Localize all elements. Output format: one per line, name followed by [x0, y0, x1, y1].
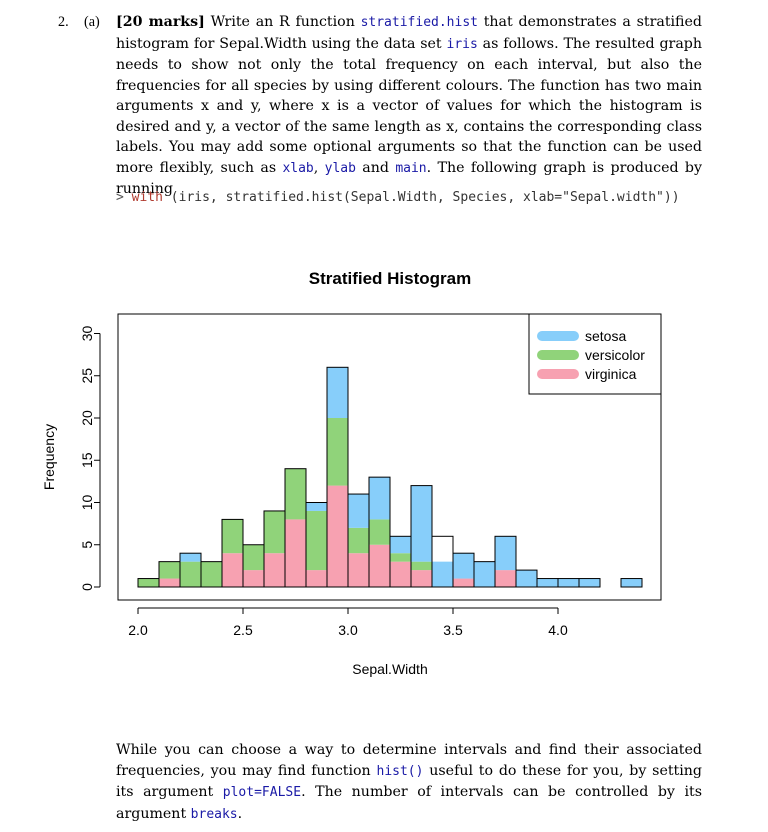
text-run: . [237, 805, 243, 822]
bar-setosa [390, 536, 411, 554]
command-args: (iris, stratified.hist(Sepal.Width, Spec… [162, 190, 680, 205]
r-command: > with (iris, stratified.hist(Sepal.Widt… [116, 190, 680, 205]
chart-title: Stratified Histogram [309, 269, 471, 288]
bar-versicolor [411, 561, 432, 571]
x-tick-label: 2.0 [128, 622, 148, 638]
bar-setosa [348, 494, 369, 528]
question-text: [20 marks] Write an R function stratifie… [116, 12, 702, 200]
bar-versicolor [285, 468, 306, 520]
y-tick-label: 25 [79, 368, 95, 384]
inline-code: ylab [324, 160, 356, 176]
bar-setosa [432, 561, 453, 587]
marks-label: [20 marks] [116, 14, 205, 30]
bar-setosa [537, 578, 558, 587]
text-run: Write an R function [210, 14, 361, 30]
bar-total-outline [620, 578, 643, 588]
bar-total-outline [494, 535, 517, 588]
text-run: useful to do these for you, by setting i… [116, 762, 703, 801]
bar-virginica [159, 578, 180, 587]
bar-total-outline [578, 578, 601, 588]
bar-versicolor [243, 544, 264, 571]
legend-label-virginica: virginica [585, 366, 637, 382]
bar-virginica [348, 553, 369, 587]
bar-setosa [474, 561, 495, 587]
bar-virginica [306, 570, 327, 587]
inline-code: xlab [282, 160, 314, 176]
inline-code: iris [446, 36, 478, 52]
bar-virginica [264, 553, 285, 587]
bar-versicolor [327, 418, 348, 486]
bar-virginica [285, 519, 306, 587]
y-tick-label: 30 [79, 326, 95, 342]
x-tick-label: 4.0 [548, 622, 568, 638]
hint-text: While you can choose a way to determine … [116, 740, 702, 825]
plot-frame [117, 313, 662, 601]
bar-setosa [369, 477, 390, 520]
command-prompt: > [116, 190, 124, 205]
bar-versicolor [201, 561, 222, 587]
x-tick-label: 3.5 [443, 622, 463, 638]
question-number: 2. [58, 14, 69, 30]
text-run: . The number of intervals can be control… [116, 784, 703, 822]
stratified-histogram: Stratified Histogram 0 5 10 15 20 25 30 2.0 2.5… [41, 269, 662, 677]
text-run: that demonstrates a stratified histogram… [116, 14, 703, 52]
bar-virginica [495, 570, 516, 587]
bar-setosa [621, 578, 642, 587]
inline-code: stratified.hist [360, 15, 478, 30]
inline-code: plot=FALSE [222, 785, 302, 800]
inline-code: hist() [376, 763, 424, 779]
y-tick-label: 0 [79, 583, 95, 591]
text-run: and [355, 159, 396, 176]
bar-virginica [453, 578, 474, 587]
bar-virginica [327, 485, 348, 587]
inline-code: breaks [190, 806, 238, 822]
inline-code: main [395, 160, 427, 176]
bar-versicolor [159, 561, 180, 579]
bar-total-outline [368, 476, 391, 588]
x-axis-label: Sepal.Width [352, 661, 427, 677]
legend-label-versicolor: versicolor [585, 347, 645, 363]
bar-setosa [453, 553, 474, 579]
text-run: . The following graph is produced by run… [116, 159, 703, 198]
y-tick-label: 15 [79, 452, 95, 468]
y-axis-label: Frequency [41, 424, 57, 490]
bar-versicolor [306, 510, 327, 571]
bar-versicolor [348, 527, 369, 554]
bar-versicolor [390, 553, 411, 562]
bar-setosa [579, 578, 600, 587]
legend-label-setosa: setosa [585, 328, 626, 344]
bar-versicolor [180, 561, 201, 587]
x-tick-label: 3.0 [338, 622, 358, 638]
bar-setosa [180, 553, 201, 562]
bar-setosa [411, 485, 432, 562]
bar-total-outline [326, 366, 349, 588]
chart-legend: setosa versicolor virginica [528, 313, 662, 395]
question-part: (a) [84, 14, 100, 30]
text-run: While you can choose a way to determine … [116, 742, 702, 779]
bar-virginica [411, 570, 432, 587]
bar-virginica [390, 561, 411, 587]
bar-setosa [558, 578, 579, 587]
command-keyword: with [131, 190, 163, 205]
text-run: , [313, 159, 325, 176]
bar-versicolor [222, 519, 243, 554]
y-tick-label: 20 [79, 410, 95, 426]
y-tick-label: 5 [79, 541, 95, 549]
bar-versicolor [264, 510, 285, 554]
bar-setosa [495, 536, 516, 571]
x-tick-label: 2.5 [233, 622, 253, 638]
bar-setosa [306, 502, 327, 511]
bar-versicolor [138, 578, 159, 587]
bar-versicolor [369, 519, 390, 545]
text-run: as follows. The resulted graph needs to … [116, 35, 703, 176]
bar-virginica [369, 544, 390, 587]
bar-setosa [516, 570, 537, 587]
bar-virginica [222, 553, 243, 587]
bar-virginica [243, 570, 264, 587]
y-tick-label: 10 [79, 495, 95, 511]
bar-setosa [327, 367, 348, 418]
